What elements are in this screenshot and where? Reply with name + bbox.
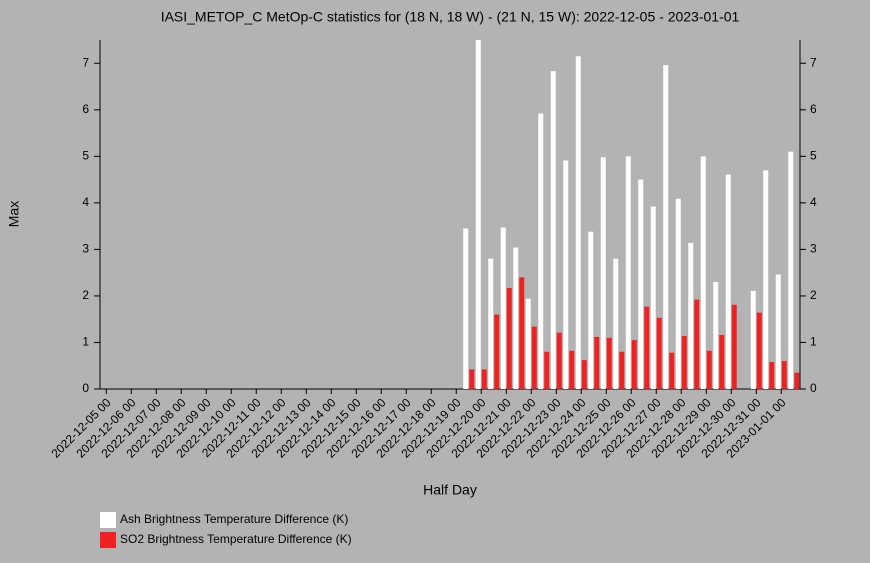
bar (775, 274, 781, 389)
y-tick-label: 4 (82, 195, 89, 209)
bar (781, 361, 787, 389)
y2-tick-label: 6 (810, 102, 817, 116)
bar (788, 151, 794, 389)
bar (588, 231, 594, 389)
y2-tick-label: 5 (810, 149, 817, 163)
y-axis-label: Max (6, 201, 22, 227)
bar (794, 372, 800, 389)
y-tick-label: 1 (82, 335, 89, 349)
bar (675, 198, 681, 389)
bar (638, 179, 644, 389)
y-tick-label: 0 (82, 381, 89, 395)
y-tick-label: 5 (82, 149, 89, 163)
bar (569, 350, 575, 389)
bar (506, 288, 512, 389)
bar (606, 337, 612, 389)
bar (619, 351, 625, 389)
bar (656, 317, 662, 389)
y2-tick-label: 0 (810, 381, 817, 395)
y2-tick-label: 7 (810, 55, 817, 69)
bar (613, 258, 619, 389)
x-axis-label: Half Day (423, 482, 477, 498)
bar (544, 351, 550, 389)
legend-label: SO2 Brightness Temperature Difference (K… (120, 532, 352, 546)
bar (525, 298, 531, 389)
y-tick-label: 2 (82, 288, 89, 302)
legend-swatch (100, 532, 116, 548)
bar (694, 299, 700, 389)
bar (575, 56, 581, 389)
bar (688, 242, 694, 389)
bar (563, 160, 569, 389)
bar (494, 314, 500, 389)
y2-tick-label: 3 (810, 242, 817, 256)
bar (731, 304, 737, 389)
y-tick-label: 6 (82, 102, 89, 116)
bar (625, 156, 631, 389)
bar (513, 247, 519, 389)
bar (519, 277, 525, 389)
bar (750, 290, 756, 389)
bar (538, 113, 544, 389)
bar (631, 340, 637, 389)
bar (700, 156, 706, 389)
chart-title: IASI_METOP_C MetOp-C statistics for (18 … (161, 9, 740, 25)
bar (681, 335, 687, 389)
bar (556, 332, 562, 389)
bar (663, 65, 669, 390)
bar (725, 174, 731, 389)
legend-swatch (100, 512, 116, 528)
y2-tick-label: 2 (810, 288, 817, 302)
bar (756, 312, 762, 389)
bar (713, 281, 719, 389)
bar (481, 369, 487, 389)
y-tick-label: 7 (82, 55, 89, 69)
bar (763, 170, 769, 389)
y2-tick-label: 1 (810, 335, 817, 349)
y-tick-label: 3 (82, 242, 89, 256)
bar (594, 336, 600, 389)
bar (669, 352, 675, 389)
bar (550, 71, 556, 389)
bar (475, 40, 481, 389)
bar (500, 227, 506, 389)
bar (469, 369, 475, 389)
bar (581, 360, 587, 389)
bar (769, 362, 775, 389)
bar (600, 157, 606, 389)
bar (531, 326, 537, 389)
bar (650, 206, 656, 389)
bar (644, 306, 650, 389)
bar (463, 228, 469, 389)
bar (488, 258, 494, 389)
bar (719, 335, 725, 389)
y2-tick-label: 4 (810, 195, 817, 209)
bar (706, 350, 712, 389)
legend-label: Ash Brightness Temperature Difference (K… (120, 512, 348, 526)
